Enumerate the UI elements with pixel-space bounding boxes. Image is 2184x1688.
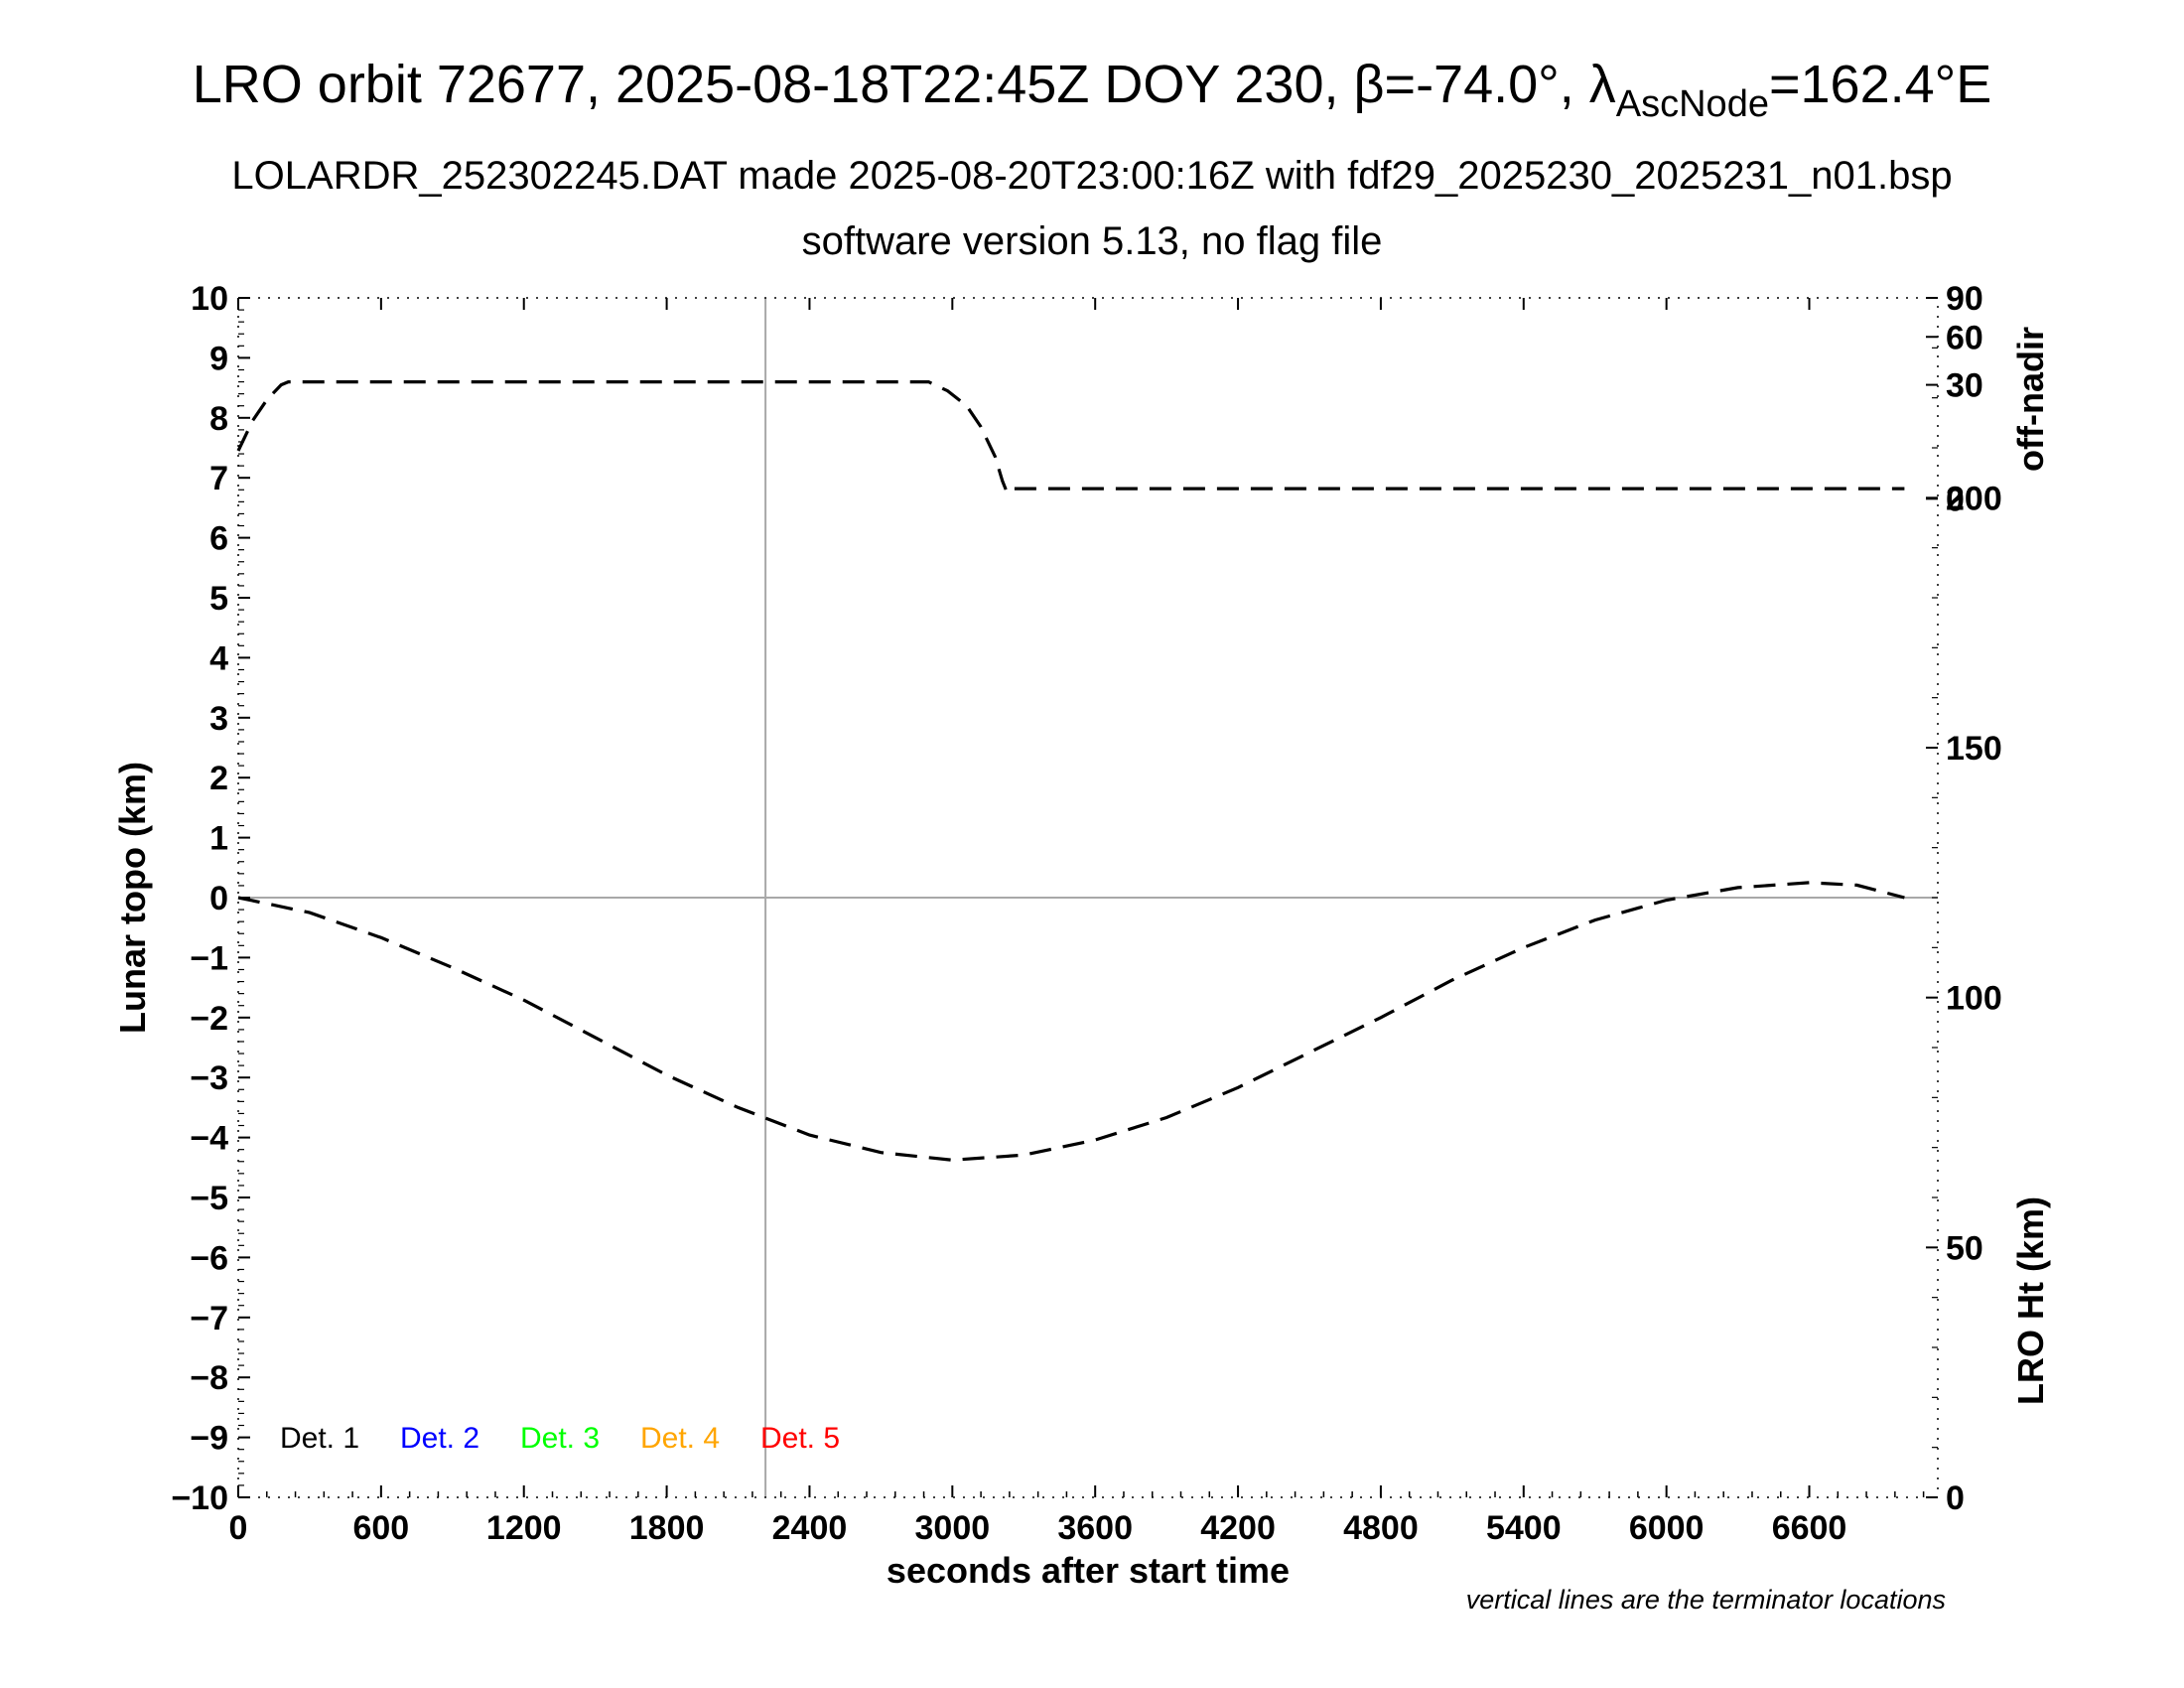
y-tick-label-17: 7 [209, 460, 228, 497]
y-tick-label-19: 9 [209, 340, 228, 377]
x-tick-label-3000: 3000 [915, 1509, 991, 1547]
y-tick-label-1: −9 [190, 1420, 228, 1458]
chart-title: LRO orbit 72677, 2025-08-18T22:45Z DOY 2… [193, 55, 1992, 125]
off-nadir-tick-label-30: 30 [1946, 367, 1983, 405]
y-tick-label-18: 8 [209, 400, 228, 438]
off-nadir-tick-label-0: 0 [1946, 481, 1965, 518]
lro-height-line [237, 881, 1905, 1162]
legend: Det. 1 Det. 2 Det. 3 Det. 4 Det. 5 [280, 1422, 840, 1455]
y-tick-label-14: 4 [209, 639, 228, 677]
y-tick-label-9: −1 [190, 939, 228, 977]
y-tick-label-12: 2 [209, 760, 228, 797]
series-layer [236, 380, 1905, 1162]
x-tick-label-3600: 3600 [1057, 1509, 1133, 1547]
grid-layer [238, 298, 1938, 1497]
terminator-note: vertical lines are the terminator locati… [1466, 1585, 1946, 1615]
x-tick-label-1800: 1800 [629, 1509, 705, 1547]
title-main: LRO orbit 72677, 2025-08-18T22:45Z DOY 2… [193, 55, 1616, 114]
legend-item-det-4: Det. 4 [640, 1422, 720, 1455]
title-subscript: AscNode [1616, 83, 1769, 125]
off-nadir-tick-label-60: 60 [1946, 319, 1983, 356]
height-tick-label-150: 150 [1946, 730, 2002, 768]
right-axis-label-height: LRO Ht (km) [2010, 1196, 2051, 1405]
off-nadir-tick-label-90: 90 [1946, 280, 1983, 318]
x-tick-label-2400: 2400 [772, 1509, 848, 1547]
y-axis-label: Lunar topo (km) [112, 762, 153, 1034]
ticks-layer: 0 600 1200 1800 2400 3000 3600 4200 4800 5400 6000… [171, 280, 2001, 1547]
x-tick-label-0: 0 [229, 1509, 248, 1547]
x-tick-label-6600: 6600 [1772, 1509, 1847, 1547]
x-tick-label-4800: 4800 [1343, 1509, 1419, 1547]
y-tick-label-2: −8 [190, 1359, 228, 1397]
y-tick-label-11: 1 [209, 820, 228, 858]
legend-item-det-3: Det. 3 [520, 1422, 600, 1455]
y-tick-label-5: −5 [190, 1180, 228, 1217]
height-tick-label-200: 200 [1946, 480, 2002, 517]
y-tick-label-7: −3 [190, 1059, 228, 1097]
title-tail: =162.4°E [1769, 55, 1991, 114]
legend-item-det-2: Det. 2 [400, 1422, 479, 1455]
y-tick-label-16: 6 [209, 520, 228, 558]
legend-item-det-1: Det. 1 [280, 1422, 359, 1455]
chart-subtitle-1: LOLARDR_252302245.DAT made 2025-08-20T23… [231, 154, 1952, 198]
x-tick-label-600: 600 [352, 1509, 409, 1547]
y-tick-label-8: −2 [190, 1000, 228, 1038]
y-tick-label-10: 0 [209, 880, 228, 917]
chart-subtitle-2: software version 5.13, no flag file [802, 219, 1383, 263]
y-tick-label-15: 5 [209, 580, 228, 618]
x-tick-label-1200: 1200 [486, 1509, 562, 1547]
y-tick-label-20: 10 [191, 280, 228, 318]
y-tick-label-0: −10 [171, 1479, 228, 1517]
y-tick-label-6: −4 [190, 1120, 228, 1158]
height-tick-label-50: 50 [1946, 1229, 1983, 1267]
y-tick-label-3: −7 [190, 1300, 228, 1337]
y-tick-label-13: 3 [209, 700, 228, 738]
off-nadir-line [236, 380, 1905, 495]
x-axis-label: seconds after start time [887, 1550, 1290, 1591]
x-tick-label-6000: 6000 [1629, 1509, 1705, 1547]
height-tick-label-100: 100 [1946, 980, 2002, 1018]
right-axis-label-off-nadir: off-nadir [2010, 327, 2051, 472]
x-tick-label-5400: 5400 [1486, 1509, 1562, 1547]
x-tick-label-4200: 4200 [1200, 1509, 1276, 1547]
y-tick-label-4: −6 [190, 1239, 228, 1277]
legend-item-det-5: Det. 5 [760, 1422, 840, 1455]
height-tick-label-0: 0 [1946, 1479, 1965, 1517]
